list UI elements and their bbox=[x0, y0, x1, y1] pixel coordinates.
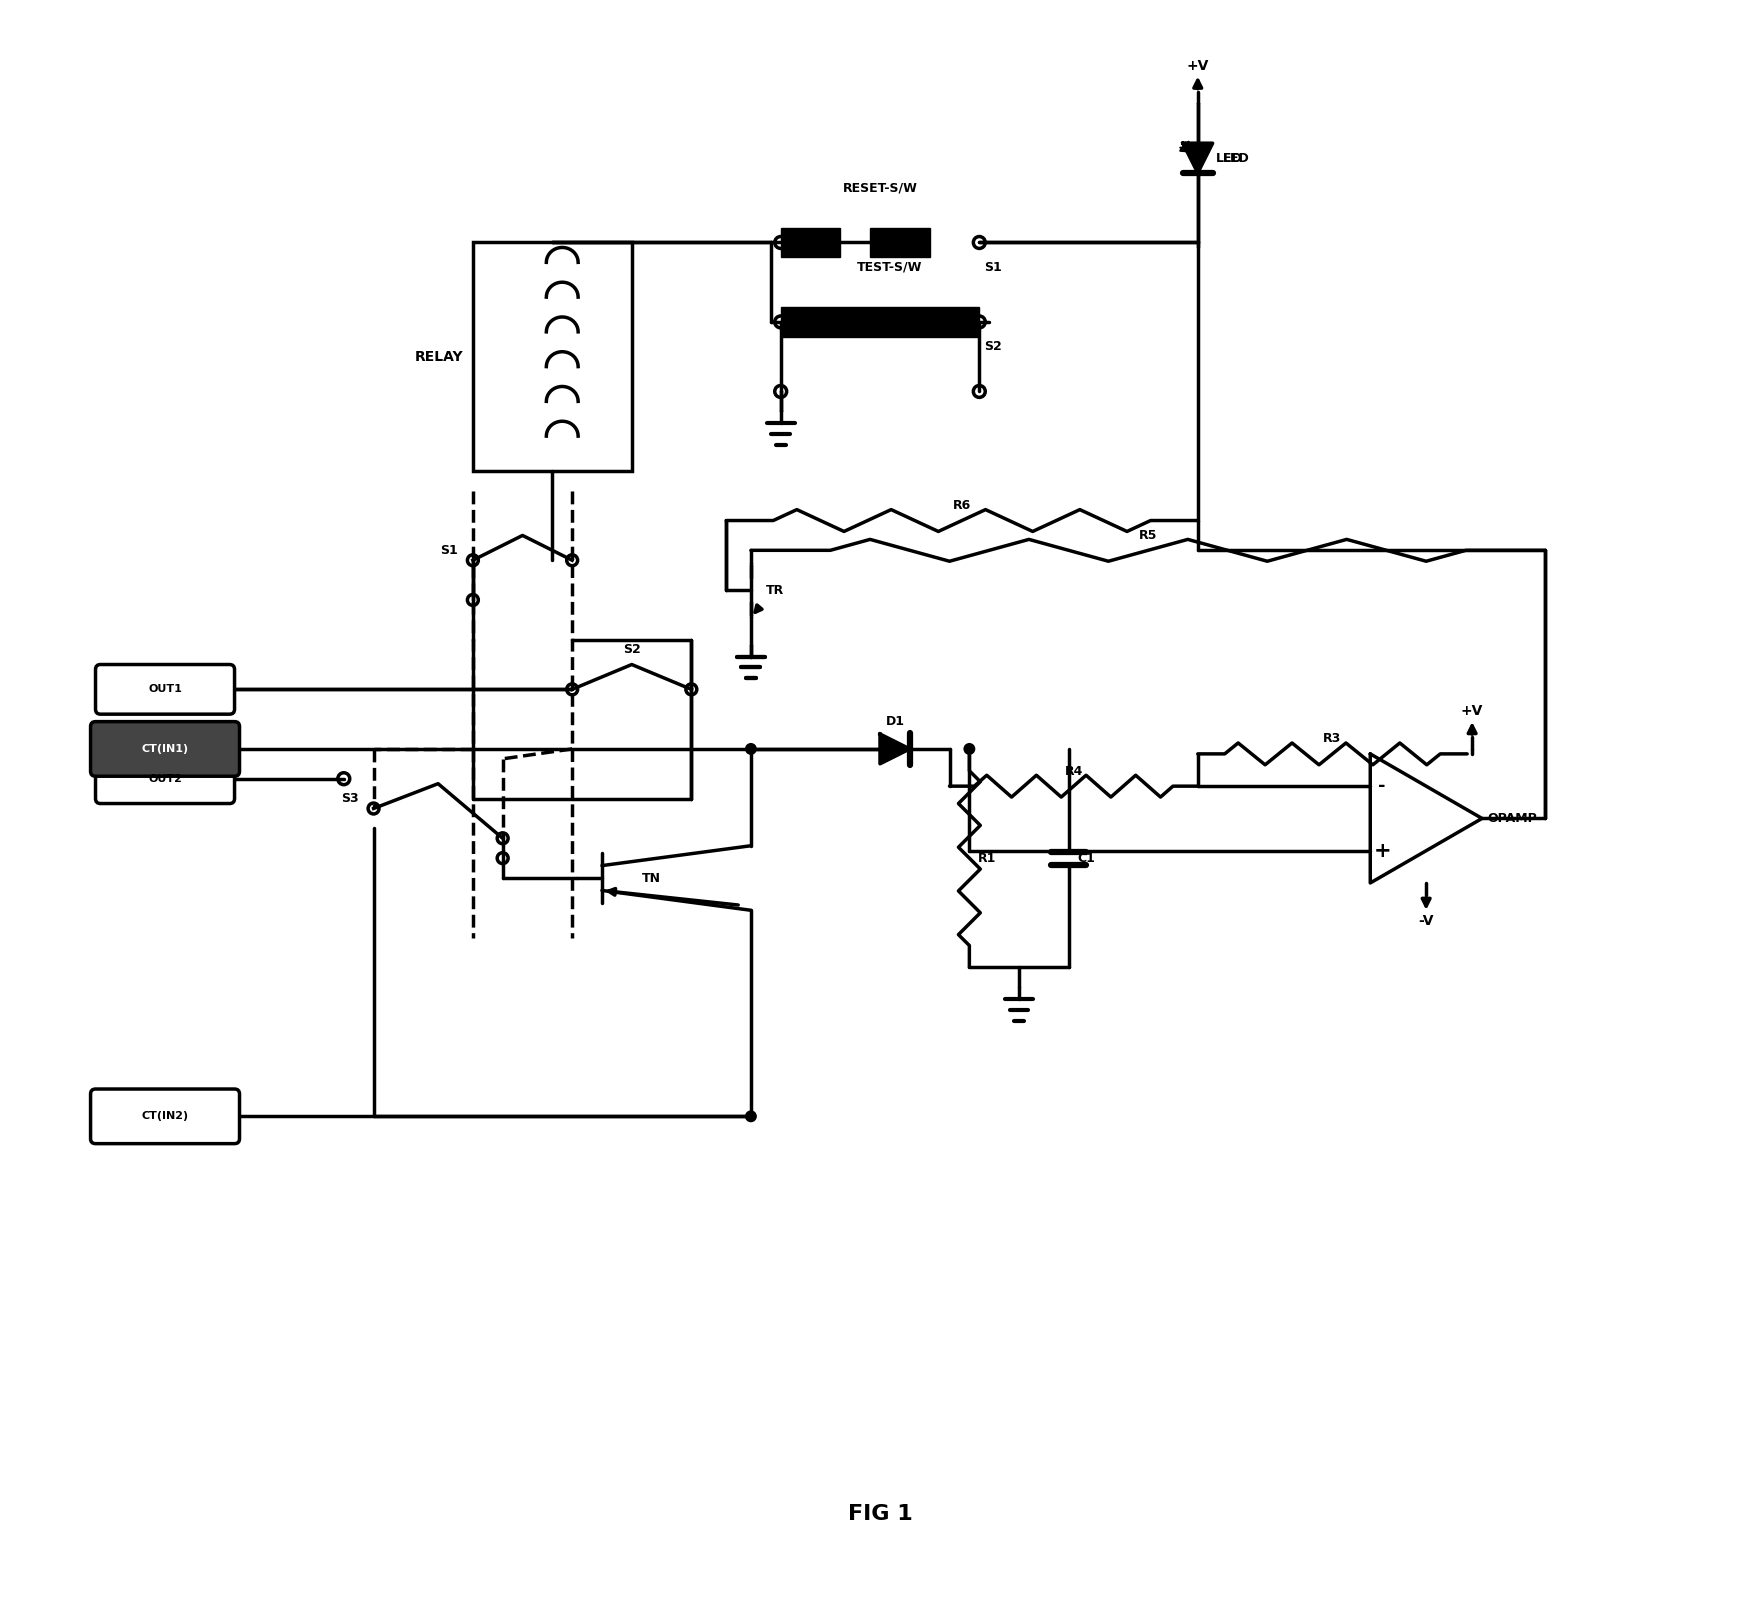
Text: FIG 1: FIG 1 bbox=[848, 1504, 912, 1523]
Text: TR: TR bbox=[766, 584, 783, 597]
Text: CT(IN1): CT(IN1) bbox=[141, 744, 188, 754]
Text: R3: R3 bbox=[1324, 733, 1341, 745]
Text: -V: -V bbox=[1419, 914, 1434, 928]
Text: ALARM: ALARM bbox=[113, 741, 178, 758]
Text: RELAY: RELAY bbox=[414, 349, 463, 364]
Polygon shape bbox=[1183, 144, 1213, 173]
Text: TEST-S/W: TEST-S/W bbox=[857, 260, 922, 273]
Text: R4: R4 bbox=[1065, 765, 1082, 778]
Text: D1: D1 bbox=[885, 715, 905, 728]
Bar bbox=[473, 243, 632, 471]
Text: +V: +V bbox=[1186, 58, 1209, 73]
Text: -: - bbox=[1378, 778, 1385, 796]
FancyBboxPatch shape bbox=[90, 721, 239, 776]
Text: LED: LED bbox=[1216, 152, 1243, 165]
Text: R6: R6 bbox=[952, 500, 972, 513]
Text: R5: R5 bbox=[1139, 529, 1158, 542]
FancyBboxPatch shape bbox=[95, 754, 234, 804]
Polygon shape bbox=[880, 734, 910, 763]
Text: +: + bbox=[1373, 841, 1390, 860]
Text: S3: S3 bbox=[341, 792, 359, 805]
Circle shape bbox=[963, 742, 975, 755]
Text: S2: S2 bbox=[984, 340, 1001, 353]
Text: C1: C1 bbox=[1077, 852, 1095, 865]
Bar bbox=[781, 307, 979, 336]
Text: CT(IN2): CT(IN2) bbox=[141, 1111, 188, 1121]
Text: RESET-S/W: RESET-S/W bbox=[843, 181, 917, 194]
Text: OUT2: OUT2 bbox=[148, 773, 181, 784]
Text: OUT1: OUT1 bbox=[148, 684, 181, 694]
Text: +V: +V bbox=[1461, 703, 1484, 718]
Bar bbox=[781, 228, 840, 257]
Circle shape bbox=[744, 742, 757, 755]
FancyBboxPatch shape bbox=[95, 665, 234, 715]
Circle shape bbox=[744, 1111, 757, 1122]
Text: LED: LED bbox=[1223, 152, 1250, 165]
FancyBboxPatch shape bbox=[90, 1088, 239, 1143]
Bar bbox=[869, 228, 929, 257]
Text: TN: TN bbox=[642, 872, 660, 884]
Text: R1: R1 bbox=[979, 852, 996, 865]
Text: S1: S1 bbox=[984, 260, 1001, 273]
Text: S2: S2 bbox=[623, 644, 641, 657]
Text: OPAMP: OPAMP bbox=[1487, 812, 1536, 825]
Text: S1: S1 bbox=[440, 543, 458, 556]
